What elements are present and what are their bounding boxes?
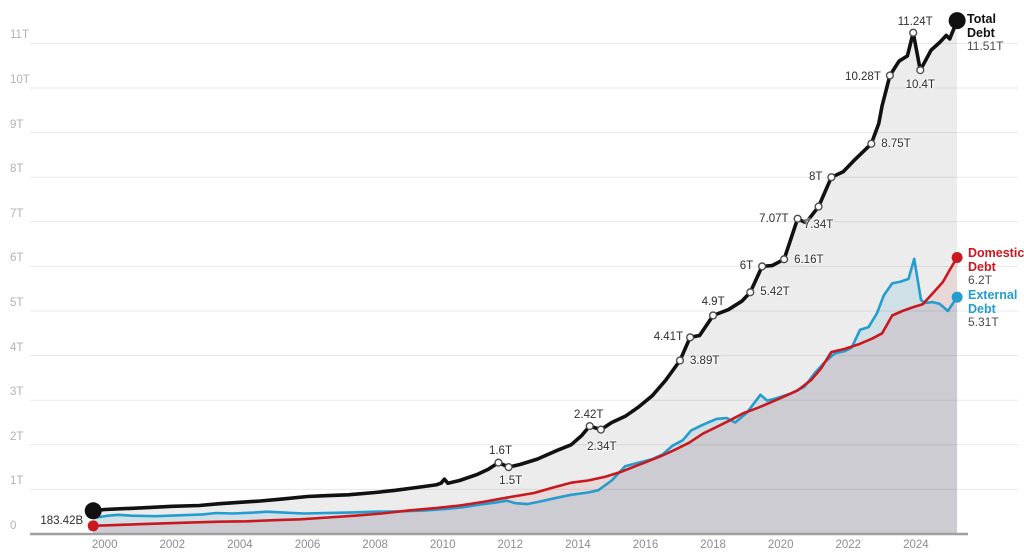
legend-domestic-debt: Domestic Debt 6.2T — [968, 246, 1024, 288]
legend-total-debt: Total Debt 11.51T — [967, 12, 1004, 54]
legend-total-line2: Debt — [967, 25, 995, 40]
legend-domestic-value: 6.2T — [968, 273, 993, 287]
annotation-marker — [504, 463, 513, 472]
annotation-marker — [885, 71, 894, 80]
annotation-marker — [814, 202, 823, 211]
external-debt-area — [93, 258, 958, 534]
total-endpoint-dot — [948, 12, 966, 30]
annotation-marker — [585, 421, 594, 431]
annotation-marker — [596, 425, 605, 434]
legend-total-value: 11.51T — [967, 39, 1004, 53]
external-endpoint-dot — [951, 291, 963, 303]
annotation-marker — [708, 311, 718, 320]
total-debt-area — [93, 20, 958, 534]
annotation-marker — [909, 28, 918, 37]
legend-domestic-line2: Debt — [968, 259, 996, 274]
legend-domestic-line1: Domestic — [968, 246, 1024, 260]
legend-external-line2: Debt — [968, 301, 996, 316]
annotation-marker — [758, 262, 767, 271]
total-endpoint-dot — [84, 502, 102, 520]
legend-external-line1: External — [968, 288, 1018, 302]
domestic-debt-area — [93, 257, 958, 534]
domestic-endpoint-dot — [87, 520, 99, 532]
annotation-marker — [494, 458, 503, 467]
annotation-marker — [793, 214, 802, 223]
legend-external-debt: External Debt 5.31T — [968, 288, 1018, 330]
domestic-endpoint-dot — [951, 251, 963, 263]
annotation-marker — [686, 333, 695, 342]
annotation-marker — [827, 173, 836, 182]
legend-external-value: 5.31T — [968, 315, 999, 329]
annotation-marker — [779, 255, 789, 264]
total-debt-line — [91, 18, 959, 513]
annotation-marker — [916, 66, 925, 75]
annotation-marker — [867, 139, 876, 148]
annotation-marker — [675, 356, 685, 365]
annotation-marker — [746, 288, 755, 297]
legend-total-line1: Total — [967, 12, 996, 26]
domestic-debt-line — [91, 256, 959, 528]
